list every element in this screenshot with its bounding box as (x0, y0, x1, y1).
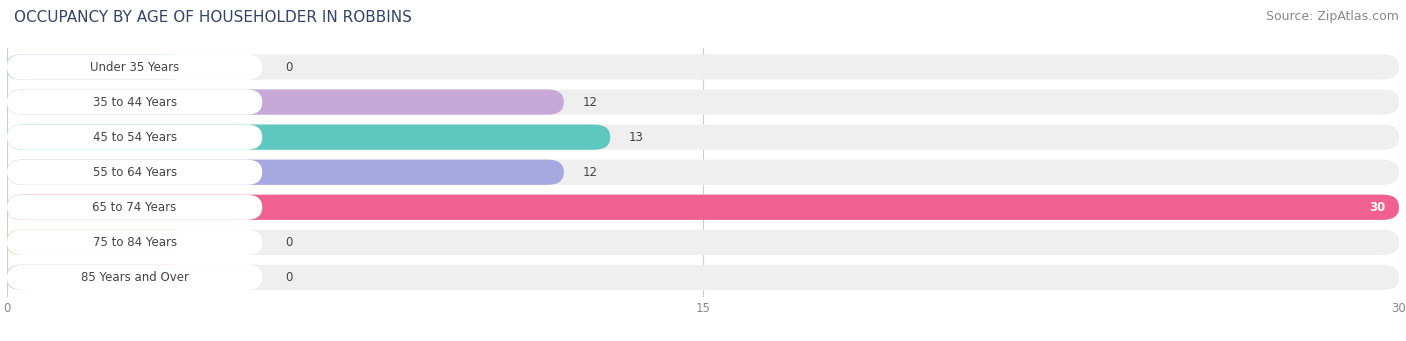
FancyBboxPatch shape (7, 230, 262, 255)
FancyBboxPatch shape (7, 160, 1399, 185)
FancyBboxPatch shape (7, 230, 186, 255)
FancyBboxPatch shape (7, 124, 262, 150)
FancyBboxPatch shape (7, 55, 262, 80)
FancyBboxPatch shape (7, 265, 1399, 290)
Text: Source: ZipAtlas.com: Source: ZipAtlas.com (1265, 10, 1399, 23)
Text: 55 to 64 Years: 55 to 64 Years (93, 166, 177, 179)
Text: 0: 0 (285, 236, 292, 249)
Text: 85 Years and Over: 85 Years and Over (80, 271, 188, 284)
Text: 0: 0 (285, 60, 292, 74)
Text: 65 to 74 Years: 65 to 74 Years (93, 201, 177, 214)
Text: 75 to 84 Years: 75 to 84 Years (93, 236, 177, 249)
Text: 12: 12 (582, 166, 598, 179)
Text: OCCUPANCY BY AGE OF HOUSEHOLDER IN ROBBINS: OCCUPANCY BY AGE OF HOUSEHOLDER IN ROBBI… (14, 10, 412, 25)
FancyBboxPatch shape (7, 195, 1399, 220)
FancyBboxPatch shape (7, 55, 186, 80)
FancyBboxPatch shape (7, 160, 262, 185)
FancyBboxPatch shape (7, 195, 262, 220)
FancyBboxPatch shape (7, 265, 262, 290)
FancyBboxPatch shape (7, 230, 1399, 255)
Text: Under 35 Years: Under 35 Years (90, 60, 179, 74)
FancyBboxPatch shape (7, 55, 1399, 80)
FancyBboxPatch shape (7, 124, 610, 150)
Text: 45 to 54 Years: 45 to 54 Years (93, 131, 177, 144)
FancyBboxPatch shape (7, 89, 564, 115)
FancyBboxPatch shape (7, 195, 1399, 220)
Text: 35 to 44 Years: 35 to 44 Years (93, 95, 177, 108)
Text: 12: 12 (582, 95, 598, 108)
FancyBboxPatch shape (7, 265, 186, 290)
Text: 0: 0 (285, 271, 292, 284)
FancyBboxPatch shape (7, 124, 1399, 150)
FancyBboxPatch shape (7, 89, 1399, 115)
FancyBboxPatch shape (7, 160, 564, 185)
FancyBboxPatch shape (7, 89, 262, 115)
Text: 30: 30 (1369, 201, 1385, 214)
Text: 13: 13 (628, 131, 644, 144)
